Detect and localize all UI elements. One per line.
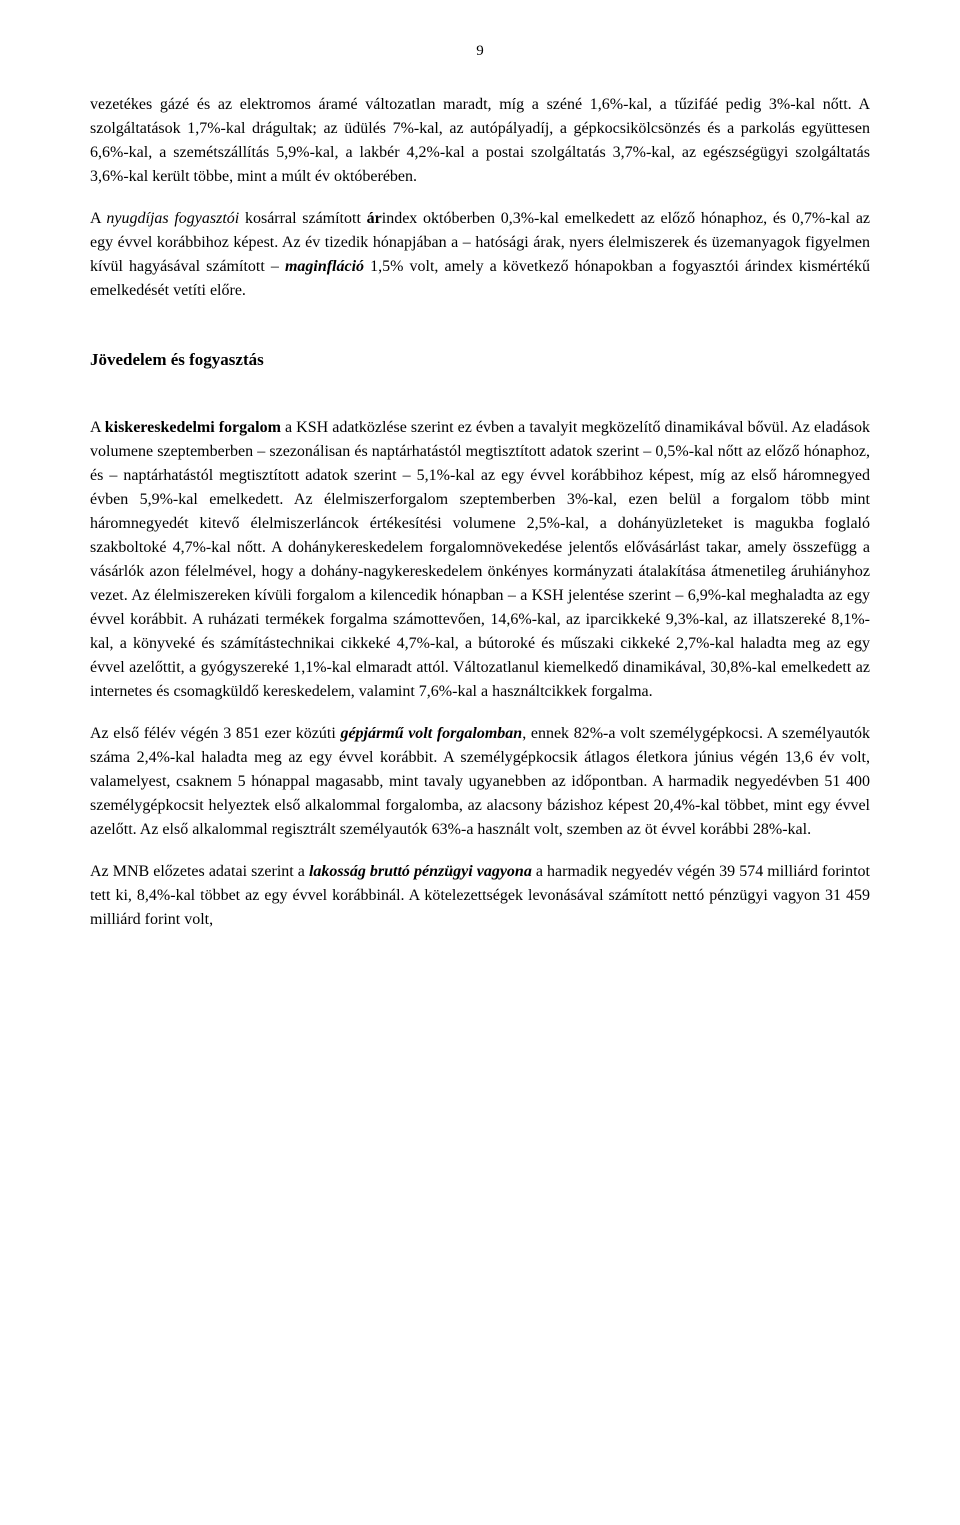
- para1-text: vezetékes gázé és az elektromos áramé vá…: [90, 96, 870, 185]
- para3-text-a: A: [90, 419, 105, 436]
- paragraph-1: vezetékes gázé és az elektromos áramé vá…: [90, 93, 870, 189]
- para2-text-c: kosárral számított: [239, 210, 366, 227]
- para2-text-a: A: [90, 210, 106, 227]
- paragraph-4: Az első félév végén 3 851 ezer közúti gé…: [90, 722, 870, 842]
- para4-text-a: Az első félév végén 3 851 ezer közúti: [90, 725, 340, 742]
- para4-bolditalic-b: gépjármű volt forgalomban: [340, 725, 522, 742]
- para3-text-c: a KSH adatközlése szerint ez évben a tav…: [90, 419, 870, 700]
- para5-bolditalic-b: lakosság bruttó pénzügyi vagyona: [309, 863, 532, 880]
- paragraph-3: A kiskereskedelmi forgalom a KSH adatköz…: [90, 416, 870, 704]
- para2-bold-d: ár: [367, 210, 382, 227]
- para2-italic-b: nyugdíjas fogyasztói: [106, 210, 239, 227]
- page-number: 9: [90, 40, 870, 63]
- paragraph-2: A nyugdíjas fogyasztói kosárral számítot…: [90, 207, 870, 303]
- para2-bolditalic-f: maginfláció: [285, 258, 364, 275]
- paragraph-5: Az MNB előzetes adatai szerint a lakossá…: [90, 860, 870, 932]
- para5-text-a: Az MNB előzetes adatai szerint a: [90, 863, 309, 880]
- para3-bold-b: kiskereskedelmi forgalom: [105, 419, 281, 436]
- section-heading: Jövedelem és fogyasztás: [90, 347, 870, 373]
